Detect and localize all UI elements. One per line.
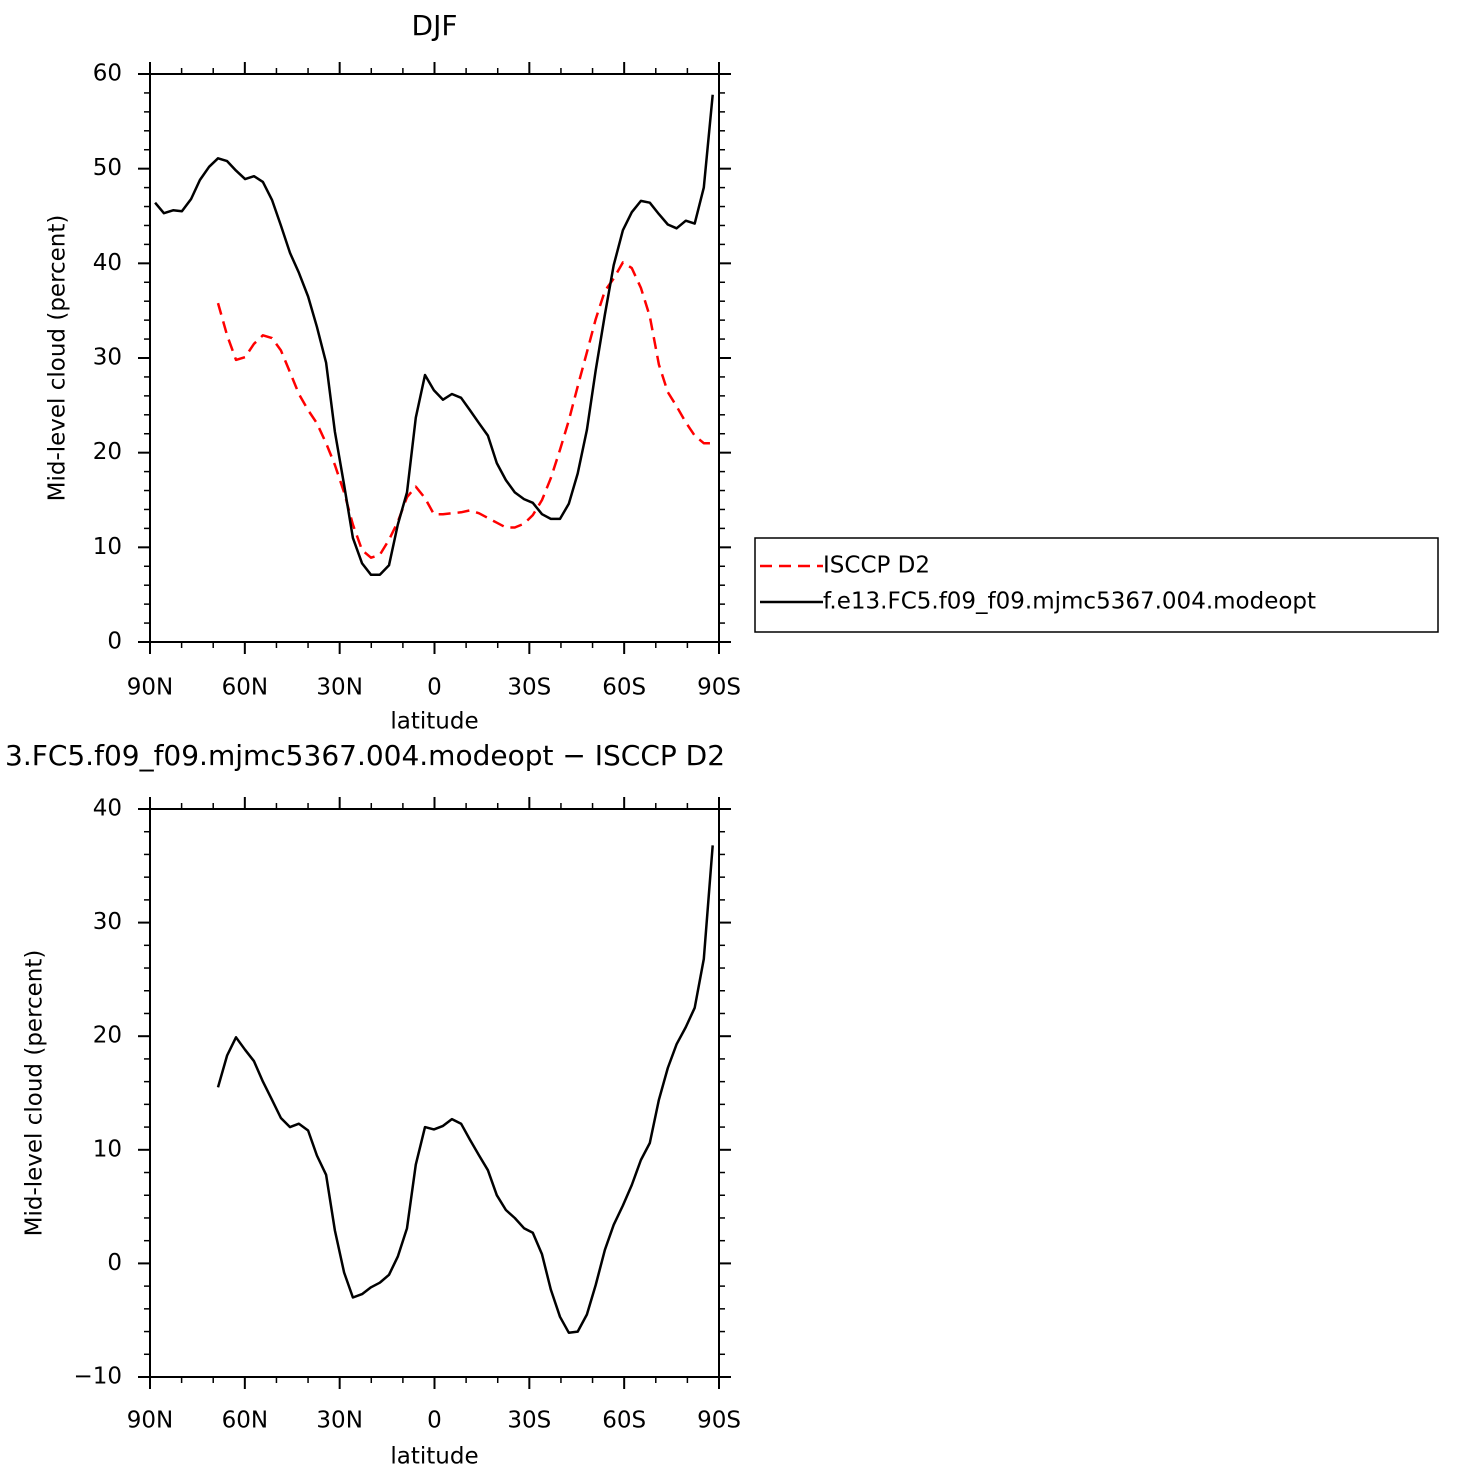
data-line — [216, 845, 714, 1334]
plot-frame — [149, 808, 720, 1378]
y-tick-label: 10 — [93, 1136, 122, 1162]
y-tick-label: 40 — [93, 250, 122, 276]
chart-title: DJF — [412, 9, 458, 42]
chart-title: 3.FC5.f09_f09.mjmc5367.004.modeopt − ISC… — [5, 739, 725, 772]
y-axis-label: Mid-level cloud (percent) — [45, 215, 71, 502]
x-tick-label: 30N — [316, 675, 362, 701]
x-tick-label: 30N — [316, 1408, 362, 1434]
y-tick-label: 40 — [93, 796, 122, 822]
x-tick-label: 60N — [222, 675, 268, 701]
y-tick-label: 20 — [93, 439, 122, 465]
y-tick-label: 60 — [93, 61, 122, 87]
y-tick-label: 0 — [107, 629, 122, 655]
x-tick-label: 30S — [507, 1408, 551, 1434]
y-axis-label: Mid-level cloud (percent) — [22, 950, 48, 1237]
x-axis-label: latitude — [390, 1444, 478, 1470]
x-tick-label: 90S — [697, 1408, 741, 1434]
y-tick-label: 10 — [93, 534, 122, 560]
y-tick-label: 30 — [93, 909, 122, 935]
x-tick-label: 90N — [127, 1408, 173, 1434]
x-tick-label: 60S — [602, 675, 646, 701]
x-tick-label: 0 — [427, 675, 442, 701]
legend-label: f.e13.FC5.f09_f09.mjmc5367.004.modeopt — [823, 589, 1316, 615]
data-line — [216, 261, 713, 559]
y-tick-label: 0 — [107, 1250, 122, 1276]
legend-label: ISCCP D2 — [823, 553, 930, 579]
x-tick-label: 0 — [427, 1408, 442, 1434]
data-line — [154, 94, 714, 577]
x-axis-label: latitude — [390, 709, 478, 735]
y-tick-label: 50 — [93, 155, 122, 181]
x-tick-label: 60N — [222, 1408, 268, 1434]
x-tick-label: 60S — [602, 1408, 646, 1434]
y-tick-label: 20 — [93, 1023, 122, 1049]
x-tick-label: 30S — [507, 675, 551, 701]
x-tick-label: 90N — [127, 675, 173, 701]
x-tick-label: 90S — [697, 675, 741, 701]
y-tick-label: −10 — [73, 1364, 122, 1390]
y-tick-label: 30 — [93, 345, 122, 371]
legend-box — [754, 537, 1439, 633]
